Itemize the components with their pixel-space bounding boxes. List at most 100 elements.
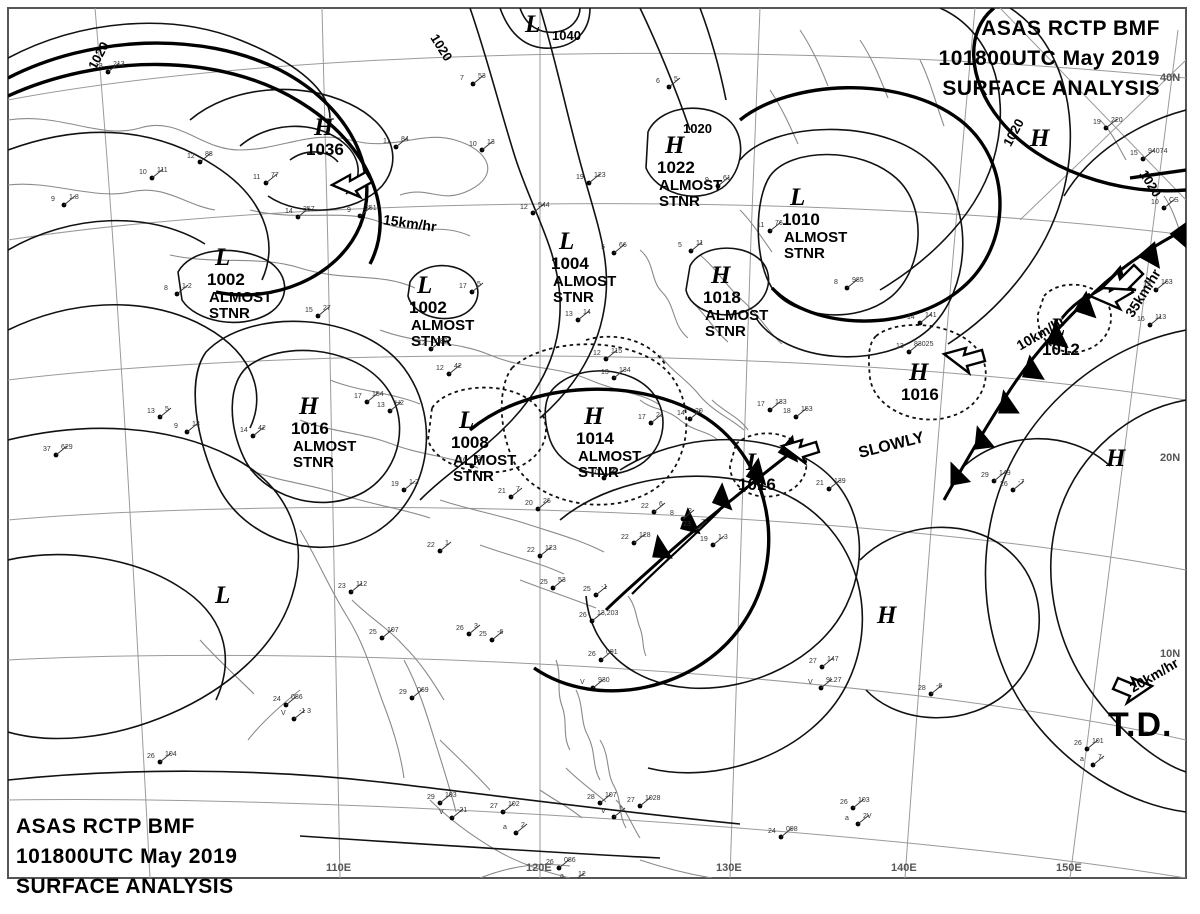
station-wind-barb [1086, 739, 1099, 750]
station-temperature: 23 [338, 583, 346, 590]
station-wind-barb [993, 471, 1006, 482]
station-wind-barb [603, 468, 616, 479]
pressure-system-value: 1008 [451, 433, 489, 452]
pressure-system-letter: L [215, 582, 231, 609]
station-temperature: 25 [540, 579, 548, 586]
station-pressure: 544 [538, 202, 550, 209]
station-pressure: 53 [478, 73, 486, 80]
station-wind-barb [780, 827, 793, 838]
pressure-system-stationary-note: ALMOST STNR [209, 289, 273, 322]
station-wind-barb [668, 77, 681, 88]
station-wind-barb [769, 400, 782, 411]
station-temperature: 27 [627, 797, 635, 804]
station-pressure: 086 [564, 857, 576, 864]
station-wind-barb [532, 203, 545, 214]
station-temperature: V [281, 710, 286, 717]
station-pressure: 357 [303, 206, 315, 213]
station-wind-barb [588, 173, 601, 184]
station-temperature: a [845, 815, 849, 822]
station-wind-barb [633, 533, 646, 544]
station-wind-barb [712, 535, 725, 546]
pressure-system-stationary-note: ALMOST STNR [784, 229, 848, 262]
pressure-system-letter: H [665, 132, 685, 159]
station-pressure: 76 [775, 220, 783, 227]
station-temperature: 26 [840, 799, 848, 806]
station-pressure: 12 [578, 871, 586, 878]
station-wind-barb [471, 456, 484, 467]
pressure-system-l-1010: L 1010 ALMOST STNR [782, 184, 847, 262]
station-pressure: 103 [445, 792, 457, 799]
station-wind-barb [411, 688, 424, 699]
station-wind-barb [381, 628, 394, 639]
station-wind-barb [539, 546, 552, 557]
station-plot-dot [571, 880, 576, 885]
station-pressure: 1.3 [718, 534, 728, 541]
station-pressure: 7. [1098, 754, 1104, 761]
station-wind-barb [439, 793, 452, 804]
station-temperature: 14 [240, 427, 248, 434]
pressure-system-value: 1002 [409, 298, 447, 317]
station-temperature: 15 [1130, 150, 1138, 157]
station-pressure: 113 [1155, 314, 1167, 321]
pressure-system-l-16: L [215, 582, 230, 610]
pressure-system-stationary-note: ALMOST STNR [553, 273, 617, 306]
station-temperature: 27 [809, 658, 817, 665]
station-temperature: 37 [43, 446, 51, 453]
station-temperature: 9 [51, 196, 55, 203]
station-temperature: 22 [641, 503, 649, 510]
station-wind-barb [591, 611, 604, 622]
station-wind-barb [537, 499, 550, 510]
station-pressure: 220 [1111, 117, 1123, 124]
pressure-system-letter: H [877, 602, 897, 629]
station-pressure: 123 [594, 172, 606, 179]
station-pressure: 103 [858, 797, 870, 804]
station-wind-barb [592, 678, 605, 689]
station-temperature: 28 [587, 794, 595, 801]
pressure-system-letter: H [314, 114, 334, 141]
station-wind-barb [186, 422, 199, 433]
station-temperature: 9 [174, 423, 178, 430]
station-wind-barb [908, 342, 921, 353]
station-wind-barb [795, 407, 808, 418]
station-pressure: 133 [775, 399, 787, 406]
station-wind-barb [265, 173, 278, 184]
station-wind-barb [682, 509, 695, 520]
station-wind-barb [451, 808, 464, 819]
pressure-system-value: 1016 [901, 385, 939, 404]
station-wind-barb [472, 74, 485, 85]
station-pressure: 5 [674, 76, 678, 83]
station-pressure: -6 [497, 629, 504, 636]
station-temperature: 29 [981, 472, 989, 479]
station-pressure: 84 [401, 136, 409, 143]
station-temperature: 14 [285, 208, 293, 215]
station-pressure: 3 [474, 623, 478, 630]
pressure-system-h-17: H [1030, 125, 1049, 153]
pressure-system-value: 1018 [703, 288, 741, 307]
station-wind-barb [613, 243, 626, 254]
station-pressure: 099 [436, 338, 448, 345]
station-pressure: 26 [543, 498, 551, 505]
occluded-front-segment [1060, 292, 1091, 319]
station-temperature: 10 [469, 141, 477, 148]
station-temperature: 23 [683, 521, 691, 528]
pressure-system-h-1014: H 1014 ALMOST STNR [576, 403, 641, 481]
station-pressure: 2 [521, 822, 525, 829]
station-wind-barb [1155, 280, 1168, 291]
station-pressure: 104 [165, 751, 177, 758]
station-wind-barb [515, 823, 528, 834]
pressure-system-stationary-note: ALMOST STNR [659, 177, 723, 210]
station-temperature: 10 [1151, 199, 1159, 206]
station-wind-barb [468, 624, 481, 635]
station-temperature: V [580, 679, 585, 686]
station-temperature: 16 [459, 457, 467, 464]
graticule [8, 8, 1186, 878]
station-pressure: 42 [454, 363, 462, 370]
pressure-system-value: 1002 [207, 270, 245, 289]
station-temperature: 13 [896, 343, 904, 350]
station-pressure: -1 [601, 584, 608, 591]
station-pressure: 77 [271, 172, 279, 179]
station-temperature: 18 [783, 408, 791, 415]
station-temperature: 13 [601, 369, 609, 376]
station-temperature: a [560, 873, 564, 880]
station-temperature: 29 [427, 794, 435, 801]
